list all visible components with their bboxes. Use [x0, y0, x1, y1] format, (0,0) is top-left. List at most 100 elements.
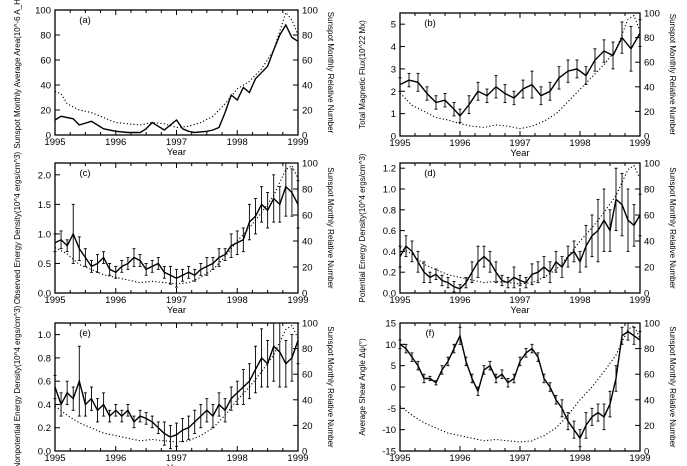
- y-tick-label: 0: [391, 132, 396, 143]
- y2-axis-label: Sunspot Monthly Relative Number: [326, 12, 335, 134]
- y-tick-label: 3: [391, 64, 396, 75]
- y-tick-label: 0: [46, 131, 51, 142]
- x-axis-label: Year: [510, 148, 529, 159]
- y2-axis-label: Sunspot Monthly Relative Number: [326, 326, 335, 448]
- y2-tick-label: 80: [302, 344, 313, 355]
- y-axis-label: Nonpotential Energy Density(10^4 ergs/cm…: [13, 305, 22, 466]
- x-tick-label: 1995: [389, 295, 410, 306]
- y-tick-label: 0.0: [383, 289, 396, 300]
- panel-label: (c): [79, 168, 90, 179]
- x-tick-label: 1998: [227, 453, 248, 464]
- x-tick-label: 1996: [449, 295, 470, 306]
- y-tick-label: -10: [382, 425, 396, 436]
- x-tick-label: 1997: [509, 453, 530, 464]
- y2-tick-label: 100: [644, 319, 660, 330]
- panel-e: 1995 1996 1997 1998 1999 0.0 0.2 0.4 0.6 0.8 1.0 0 2…: [13, 305, 335, 466]
- x-axis-label: Year: [510, 305, 529, 316]
- x-tick-label: 1996: [105, 453, 126, 464]
- y-tick-label: 10: [385, 340, 396, 351]
- y2-tick-label: 20: [644, 107, 655, 118]
- y-axis-label: Potential Energy Density(10^4 ergs/cm^3): [358, 153, 367, 302]
- y2-tick-label: 40: [302, 81, 313, 92]
- y-tick-label: 1.0: [38, 229, 51, 240]
- y-tick-label: 0.4: [38, 400, 51, 411]
- y-tick-label: 0.8: [38, 353, 51, 364]
- x-tick-label: 1996: [449, 138, 470, 149]
- y-axis-label: Sunspot Monthly Average Area(10^-6 A_H): [13, 0, 22, 149]
- y-tick-label: 0.6: [383, 226, 396, 237]
- y2-tick-label: 40: [302, 395, 313, 406]
- y-tick-label: 0.0: [38, 447, 51, 458]
- x-tick-label: 1998: [227, 295, 248, 306]
- y-tick-label: 2: [391, 87, 396, 98]
- y-tick-label: 0.0: [38, 289, 51, 300]
- y2-tick-label: 80: [302, 185, 313, 196]
- y2-tick-label: 40: [644, 237, 655, 248]
- x-tick-label: 1995: [389, 138, 410, 149]
- x-axis-label: Year: [167, 463, 186, 466]
- panel-a: 1995 1996 1997 1998 199902040608010002040608…: [13, 0, 335, 158]
- y2-tick-label: 60: [644, 58, 655, 69]
- y2-tick-label: 60: [302, 56, 313, 67]
- y-axis-label: Total Magnetic Flux(10^22 Mx): [358, 20, 367, 129]
- x-tick-label: 1995: [44, 453, 65, 464]
- plot-frame: [399, 12, 641, 137]
- y-tick-label: 0.8: [383, 205, 396, 216]
- y2-axis-label: Sunspot Monthly Relative Number: [668, 14, 677, 136]
- y2-tick-label: 100: [644, 159, 660, 170]
- x-tick-label: 1999: [287, 137, 308, 148]
- y-tick-label: 100: [35, 6, 51, 17]
- y2-tick-label: 20: [302, 421, 313, 432]
- x-tick-label: 1996: [449, 453, 470, 464]
- x-tick-label: 1997: [509, 138, 530, 149]
- x-tick-label: 1997: [166, 137, 187, 148]
- x-tick-label: 1998: [227, 137, 248, 148]
- x-tick-label: 1997: [166, 453, 187, 464]
- y-tick-label: 20: [40, 106, 51, 117]
- panel-c: 1995 1996 1997 1998 1999 0.0 0.5 1.0 1.5 2.0 0 20 40…: [13, 151, 335, 316]
- y-tick-label: 15: [385, 319, 396, 330]
- y-tick-label: 1.0: [38, 330, 51, 341]
- panel-f: 1995 1996 1997 1998 1999 -15 -10 -5 0 5 10 15 0 20 40 6…: [358, 319, 677, 465]
- y-tick-label: 0.2: [38, 423, 51, 434]
- y2-tick-label: 40: [644, 395, 655, 406]
- x-tick-label: 1995: [44, 137, 65, 148]
- y2-tick-label: 0: [302, 131, 307, 142]
- y2-tick-label: 80: [644, 344, 655, 355]
- y2-tick-label: 20: [302, 106, 313, 117]
- sunspot-number-line: [399, 14, 641, 130]
- y2-tick-label: 0: [302, 289, 307, 300]
- y2-tick-label: 80: [302, 31, 313, 42]
- y-tick-label: 0.5: [38, 259, 51, 270]
- y2-tick-label: 20: [644, 421, 655, 432]
- y2-axis-label: Sunspot Monthly Relative Number: [668, 326, 677, 448]
- x-tick-label: 1997: [166, 295, 187, 306]
- x-axis-label: Year: [167, 305, 186, 316]
- x-tick-label: 1995: [44, 295, 65, 306]
- y-axis-label: Observed Energy Density(10^4 ergs/cm^3): [13, 151, 22, 304]
- y-tick-label: -5: [388, 404, 396, 415]
- x-tick-label: 1999: [629, 295, 650, 306]
- x-tick-label: 1999: [287, 453, 308, 464]
- y-tick-label: 1.5: [38, 200, 51, 211]
- y2-tick-label: 20: [644, 263, 655, 274]
- panel-label: (a): [79, 15, 91, 26]
- sunspot-number-line: [54, 164, 299, 285]
- y2-tick-label: 100: [302, 159, 318, 170]
- y2-tick-label: 60: [302, 370, 313, 381]
- panel-label: (f): [426, 328, 435, 339]
- y-tick-label: 1.2: [383, 164, 396, 175]
- plot-frame: [399, 322, 641, 452]
- measured-line: [399, 32, 641, 117]
- sunspot-number-line: [54, 11, 299, 129]
- x-tick-label: 1995: [389, 453, 410, 464]
- y-tick-label: 0.6: [38, 377, 51, 388]
- y-tick-label: 4: [391, 42, 396, 53]
- x-tick-label: 1997: [509, 295, 530, 306]
- y2-tick-label: 40: [302, 237, 313, 248]
- x-tick-label: 1999: [287, 295, 308, 306]
- y2-tick-label: 80: [644, 185, 655, 196]
- y2-tick-label: 80: [644, 33, 655, 44]
- x-tick-label: 1998: [569, 295, 590, 306]
